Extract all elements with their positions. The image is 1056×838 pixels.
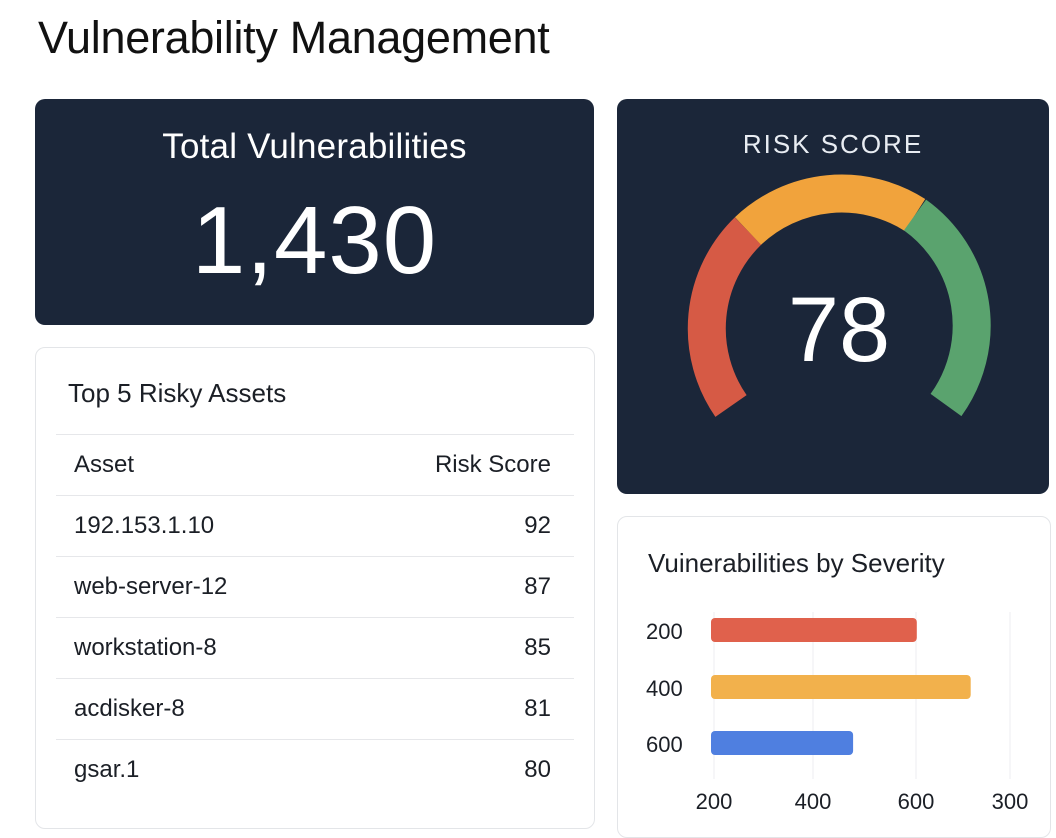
- asset-risk-score: 80: [524, 756, 551, 783]
- asset-risk-score: 81: [524, 695, 551, 722]
- top-risky-assets-card: Top 5 Risky Assets Asset Risk Score 192.…: [35, 347, 595, 829]
- risk-score-card: RISK SCORE 78: [617, 99, 1049, 494]
- table-row[interactable]: gsar.1 80: [56, 739, 574, 800]
- asset-name: 192.153.1.10: [74, 512, 215, 539]
- x-tick-label: 600: [898, 789, 935, 814]
- severity-chart-card: Vuinerabilities by Severity 200 400 600 200…: [617, 516, 1051, 838]
- asset-risk-score: 92: [524, 512, 551, 539]
- table-row[interactable]: 192.153.1.10 92: [56, 495, 574, 556]
- asset-name: gsar.1: [74, 756, 140, 783]
- gauge-arc-mid: [734, 174, 926, 246]
- gauge-arc-low: [687, 217, 762, 417]
- severity-bar-chart: 200 400 600 200 400 600 300: [646, 612, 1029, 814]
- bar-category-label: 600: [646, 732, 683, 757]
- bar-category-label: 400: [646, 676, 683, 701]
- risk-score-value: 78: [788, 279, 890, 381]
- gauge-arc-high: [903, 199, 991, 417]
- risk-score-label: RISK SCORE: [742, 129, 924, 159]
- severity-bar: [711, 618, 917, 642]
- x-tick-label: 200: [696, 789, 733, 814]
- top-risky-assets-title: Top 5 Risky Assets: [68, 378, 287, 408]
- severity-chart-title: Vuinerabilities by Severity: [648, 548, 945, 578]
- asset-name: web-server-12: [74, 573, 228, 600]
- total-vulnerabilities-card: Total Vulnerabilities 1,430: [35, 99, 594, 325]
- x-tick-label: 400: [795, 789, 832, 814]
- asset-risk-score: 85: [524, 634, 551, 661]
- severity-bar: [711, 675, 971, 699]
- total-vulnerabilities-value: 1,430: [191, 187, 438, 294]
- table-row[interactable]: workstation-8 85: [56, 617, 574, 678]
- x-tick-label: 300: [992, 789, 1029, 814]
- column-header-asset: Asset: [74, 451, 135, 478]
- bar-category-label: 200: [646, 619, 683, 644]
- table-row[interactable]: acdisker-8 81: [56, 678, 574, 739]
- asset-name: acdisker-8: [74, 695, 185, 722]
- risk-gauge: 78: [687, 174, 991, 417]
- column-header-risk-score: Risk Score: [434, 451, 551, 478]
- total-vulnerabilities-label: Total Vulnerabilities: [162, 127, 467, 166]
- severity-bar: [711, 731, 854, 755]
- table-header: Asset Risk Score: [56, 434, 574, 495]
- asset-name: workstation-8: [74, 634, 217, 661]
- risky-assets-table: Asset Risk Score 192.153.1.10 92 web-ser…: [56, 434, 574, 800]
- asset-risk-score: 87: [524, 573, 551, 600]
- table-row[interactable]: web-server-12 87: [56, 556, 574, 617]
- page-title: Vulnerability Management: [38, 12, 550, 63]
